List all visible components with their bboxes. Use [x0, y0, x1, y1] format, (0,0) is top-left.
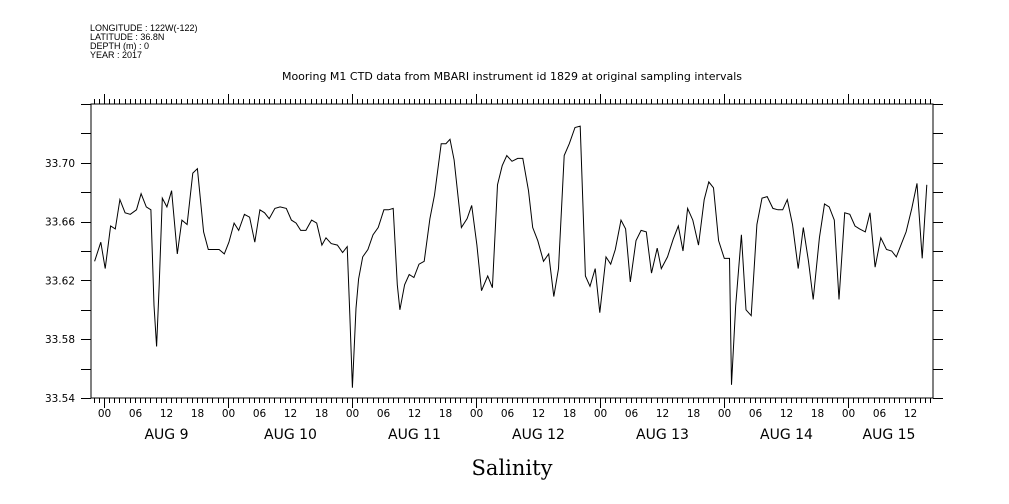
salinity-line — [94, 125, 928, 388]
x-hour-label: 18 — [191, 408, 204, 420]
year-label: YEAR : 2017 — [90, 50, 142, 60]
x-day-label: AUG 10 — [264, 427, 317, 443]
y-tick-label: 33.58 — [45, 334, 75, 346]
x-hour-label: 12 — [408, 408, 421, 420]
x-axis-label: Salinity — [472, 456, 553, 480]
x-hour-label: 12 — [160, 408, 173, 420]
x-hour-label: 12 — [904, 408, 917, 420]
x-hour-label: 00 — [222, 408, 235, 420]
x-hour-label: 06 — [501, 408, 515, 420]
x-hour-label: 18 — [563, 408, 576, 420]
x-hour-label: 06 — [253, 408, 267, 420]
x-hour-label: 00 — [718, 408, 731, 420]
x-hour-label: 12 — [532, 408, 545, 420]
x-day-label: AUG 11 — [388, 427, 441, 443]
y-tick-label: 33.66 — [45, 217, 75, 229]
header-info: LONGITUDE : 122W(-122) LATITUDE : 36.8N … — [90, 23, 198, 60]
x-hour-label: 00 — [842, 408, 855, 420]
longitude-label: LONGITUDE : 122W(-122) — [90, 23, 198, 33]
x-hour-label: 06 — [749, 408, 763, 420]
y-tick-label: 33.70 — [45, 158, 75, 170]
x-hour-label: 00 — [470, 408, 483, 420]
depth-label: DEPTH (m) : 0 — [90, 41, 149, 51]
chart-title: Mooring M1 CTD data from MBARI instrumen… — [282, 70, 742, 83]
x-hour-label: 18 — [687, 408, 700, 420]
x-day-label: AUG 13 — [636, 427, 689, 443]
x-hour-label: 00 — [346, 408, 359, 420]
x-day-label: AUG 12 — [512, 427, 565, 443]
x-hour-label: 12 — [284, 408, 297, 420]
x-hour-label: 18 — [811, 408, 824, 420]
x-hour-label: 06 — [377, 408, 391, 420]
x-hour-label: 00 — [98, 408, 111, 420]
x-hour-label: 18 — [439, 408, 452, 420]
y-tick-label: 33.54 — [45, 393, 75, 405]
x-day-label: AUG 9 — [144, 427, 188, 443]
latitude-label: LATITUDE : 36.8N — [90, 32, 164, 42]
x-hour-label: 18 — [315, 408, 328, 420]
y-tick-label: 33.62 — [45, 275, 75, 287]
x-hour-label: 12 — [656, 408, 669, 420]
x-hour-label: 00 — [594, 408, 607, 420]
x-hour-label: 06 — [129, 408, 143, 420]
x-hour-label: 06 — [873, 408, 887, 420]
x-day-label: AUG 14 — [760, 427, 813, 443]
x-day-label: AUG 15 — [863, 427, 916, 443]
x-hour-label: 12 — [780, 408, 793, 420]
x-hour-label: 06 — [625, 408, 639, 420]
